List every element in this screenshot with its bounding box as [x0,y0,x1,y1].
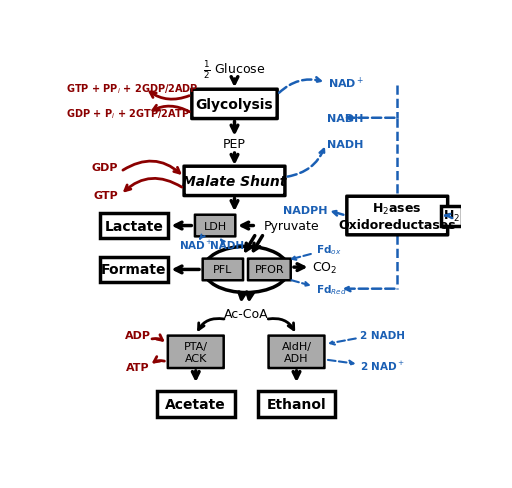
Text: PEP: PEP [223,138,246,151]
FancyBboxPatch shape [248,259,291,281]
Text: PTA/
ACK: PTA/ ACK [184,341,208,363]
Text: Acetate: Acetate [165,397,226,411]
Text: PFOR: PFOR [254,265,284,275]
FancyBboxPatch shape [195,215,236,237]
Text: 2 NADH: 2 NADH [360,330,405,340]
Text: NADH: NADH [210,240,244,250]
Text: Ethanol: Ethanol [267,397,326,411]
Text: GDP + P$_i$ + 2GTP/2ATP: GDP + P$_i$ + 2GTP/2ATP [66,107,189,121]
Text: Glycolysis: Glycolysis [196,98,273,112]
Text: H$_2$ases
Oxidoreductases: H$_2$ases Oxidoreductases [338,201,456,231]
Text: GTP: GTP [94,190,118,201]
Text: NADH: NADH [328,114,364,123]
Text: $\frac{1}{2}$ Glucose: $\frac{1}{2}$ Glucose [203,59,266,81]
Text: GDP: GDP [92,163,118,173]
Text: CO$_2$: CO$_2$ [312,260,337,275]
Text: ATP: ATP [126,363,150,372]
FancyBboxPatch shape [100,258,168,282]
FancyBboxPatch shape [269,336,325,368]
Text: Fd$_{ox}$: Fd$_{ox}$ [316,242,342,256]
Text: AldH/
ADH: AldH/ ADH [282,341,311,363]
Text: ADP: ADP [124,330,151,340]
Text: NADH: NADH [328,140,364,150]
FancyBboxPatch shape [258,391,335,417]
Text: NAD$^+$: NAD$^+$ [328,76,364,91]
Text: LDH: LDH [204,221,227,231]
Text: Formate: Formate [101,263,166,277]
Text: NAD$^+$: NAD$^+$ [179,239,213,252]
Text: GTP + PP$_i$ + 2GDP/2ADP: GTP + PP$_i$ + 2GDP/2ADP [66,82,198,96]
FancyBboxPatch shape [184,167,285,196]
Text: 2 NAD$^+$: 2 NAD$^+$ [360,359,405,372]
FancyBboxPatch shape [168,336,224,368]
Text: Fd$_{Red}$: Fd$_{Red}$ [316,282,347,296]
Text: H$_2$: H$_2$ [443,208,460,224]
Text: Lactate: Lactate [104,219,163,233]
Text: Pyruvate: Pyruvate [264,220,319,233]
Text: PFL: PFL [213,265,232,275]
Text: Malate Shunt: Malate Shunt [182,175,287,188]
Text: NADPH: NADPH [283,206,328,216]
FancyBboxPatch shape [347,197,447,235]
FancyBboxPatch shape [203,259,243,281]
FancyBboxPatch shape [100,214,168,238]
FancyBboxPatch shape [157,391,234,417]
Text: Ac-CoA: Ac-CoA [224,307,268,320]
FancyBboxPatch shape [441,206,462,226]
FancyBboxPatch shape [192,90,277,119]
